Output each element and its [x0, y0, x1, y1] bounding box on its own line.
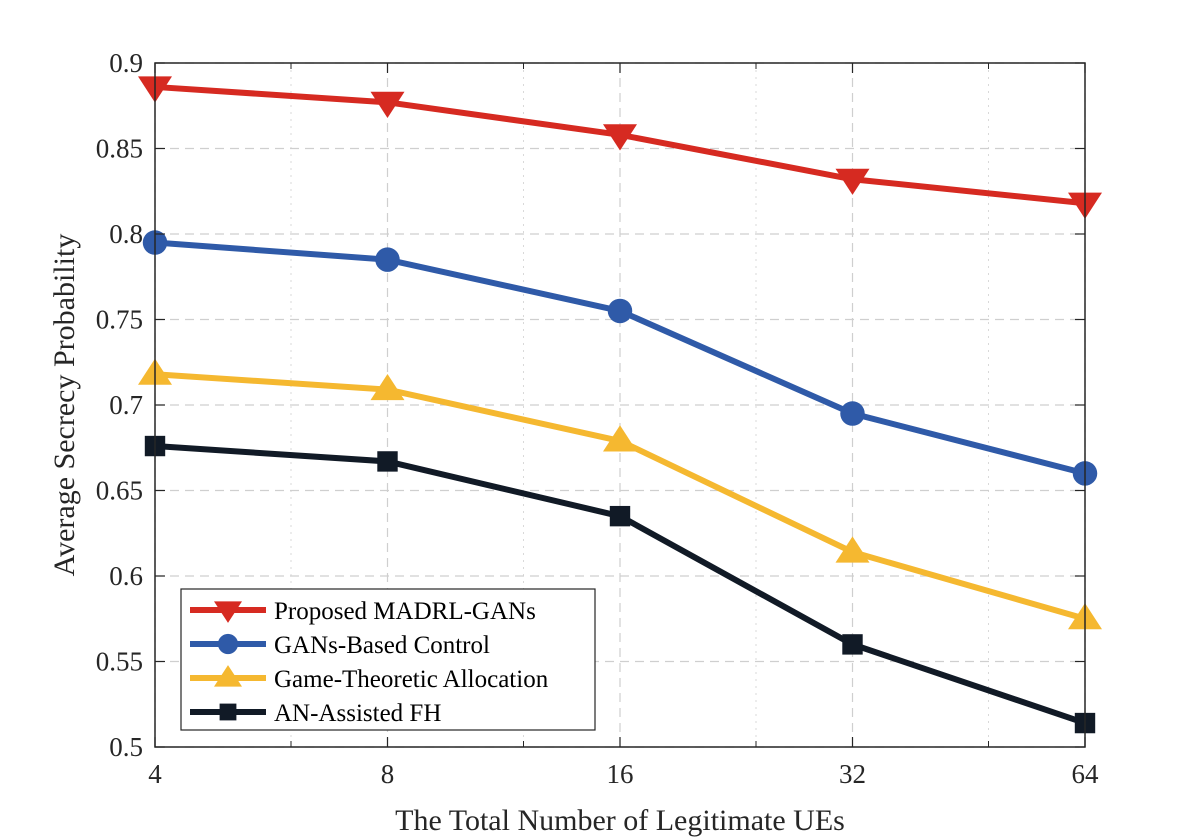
axis-ticks: 4 8 16 32 64 0.5 0.55 0.6 0.65 0.7 0.75 0.8 0.85 0.9: [96, 48, 1099, 789]
data-point-triangle-up: [370, 373, 405, 401]
y-axis-label: Average Secrecy Probability: [48, 234, 81, 577]
data-point-square: [842, 634, 863, 655]
y-tick-label: 0.5: [109, 732, 143, 762]
y-tick-label: 0.9: [109, 48, 143, 78]
legend-label: GANs-Based Control: [274, 632, 490, 659]
legend-entry: GANs-Based Control: [190, 632, 490, 659]
y-tick-label: 0.7: [109, 390, 143, 420]
data-point-square: [219, 703, 237, 721]
x-tick-label: 4: [148, 759, 162, 789]
data-point-triangle-down: [214, 601, 242, 623]
series-group: [142, 230, 1098, 486]
series-layer: [138, 76, 1102, 734]
legend-label: Proposed MADRL-GANs: [274, 598, 536, 625]
x-axis-label: The Total Number of Legitimate UEs: [395, 804, 845, 837]
y-tick-label: 0.6: [109, 561, 143, 591]
data-point-circle: [840, 401, 865, 426]
x-tick-label: 32: [839, 759, 866, 789]
y-tick-label: 0.85: [96, 134, 143, 164]
x-tick-label: 64: [1072, 759, 1100, 789]
data-point-triangle-down: [835, 168, 870, 195]
y-tick-label: 0.75: [96, 305, 143, 335]
data-point-triangle-up: [214, 665, 242, 687]
data-point-square: [377, 451, 398, 472]
data-point-circle: [217, 633, 239, 655]
x-tick-label: 8: [381, 759, 395, 789]
data-point-triangle-up: [603, 425, 637, 452]
legend-entry: Proposed MADRL-GANs: [190, 598, 536, 625]
data-point-circle: [607, 298, 633, 324]
y-tick-label: 0.55: [96, 647, 143, 677]
data-point-square: [609, 505, 631, 527]
y-tick-label: 0.8: [109, 219, 143, 249]
legend-entry: Game-Theoretic Allocation: [190, 665, 549, 693]
legend-label: AN-Assisted FH: [274, 700, 441, 727]
data-point-circle: [375, 247, 400, 272]
x-tick-label: 16: [607, 759, 634, 789]
legend-label: Game-Theoretic Allocation: [274, 666, 549, 693]
series-group: [144, 435, 1096, 734]
y-tick-label: 0.65: [96, 476, 143, 506]
data-point-triangle-down: [370, 91, 405, 118]
legend-entry: AN-Assisted FH: [190, 700, 441, 727]
data-point-triangle-up: [835, 536, 870, 563]
legend: Proposed MADRL-GANs GANs-Based Control Gam…: [180, 588, 596, 731]
data-point-triangle-down: [603, 124, 637, 151]
